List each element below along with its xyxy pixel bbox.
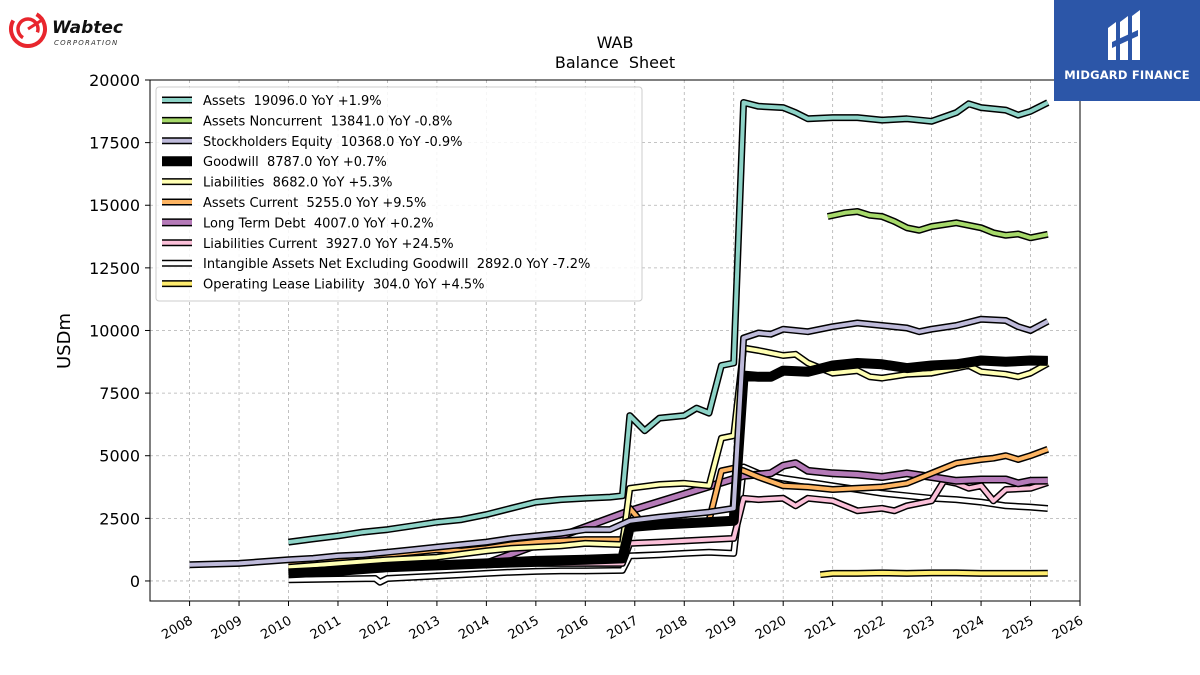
series-line	[288, 463, 1049, 586]
x-tick-label: 2026	[1050, 613, 1086, 643]
series-line-fill	[827, 209, 1049, 240]
series-line-outline	[288, 344, 1050, 571]
x-tick-label: 2020	[753, 613, 789, 643]
legend-label: Operating Lease Liability 304.0 YoY +4.5…	[203, 278, 484, 293]
series-line-fill	[288, 465, 1048, 585]
series-line-fill	[288, 346, 1049, 570]
legend-box	[155, 86, 643, 302]
series-line-fill	[189, 317, 1049, 567]
y-axis-label: USDm	[54, 313, 75, 369]
midgard-name: MIDGARD FINANCE	[1064, 68, 1190, 82]
y-tick-label: 0	[130, 572, 140, 591]
series-line	[819, 569, 1048, 579]
series-line-fill	[288, 100, 1049, 545]
series-line	[288, 99, 1050, 546]
series-line-outline	[288, 446, 1050, 567]
y-tick-label: 12500	[89, 259, 140, 278]
legend-label: Assets Current 5255.0 YoY +9.5%	[203, 196, 426, 211]
plot-area	[189, 99, 1050, 586]
x-tick-label: 2010	[258, 613, 294, 643]
legend-label: Stockholders Equity 10368.0 YoY -0.9%	[203, 135, 463, 150]
y-tick-label: 5000	[99, 447, 140, 466]
wabtec-logo: Wabtec CORPORATION	[8, 8, 143, 52]
series-line	[288, 355, 1048, 579]
legend: Assets 19096.0 YoY +1.9% Assets Noncurren…	[155, 86, 643, 302]
y-tick-label: 7500	[99, 384, 140, 403]
y-tick-label: 10000	[89, 321, 140, 340]
x-tick-label: 2011	[308, 613, 344, 643]
wabtec-sub: CORPORATION	[54, 39, 119, 47]
legend-label: Assets Noncurrent 13841.0 YoY -0.8%	[203, 114, 452, 129]
legend-label: Intangible Assets Net Excluding Goodwill…	[203, 257, 590, 272]
series-line	[288, 446, 1050, 567]
x-tick-label: 2009	[209, 613, 245, 643]
x-tick-label: 2015	[506, 613, 542, 643]
x-tick-label: 2014	[456, 613, 492, 643]
chart-title: WAB	[597, 33, 634, 52]
y-tick-label: 2500	[99, 509, 140, 528]
axes-frame	[149, 79, 1081, 602]
series-line	[826, 208, 1049, 242]
series-line-fill	[820, 570, 1048, 577]
wabtec-mark-icon	[9, 10, 47, 48]
series-line	[189, 315, 1050, 569]
legend-label: Goodwill 8787.0 YoY +0.7%	[203, 155, 387, 170]
legend-label: Assets 19096.0 YoY +1.9%	[203, 94, 382, 109]
y-tick-label: 15000	[89, 196, 140, 215]
x-tick-label: 2012	[357, 613, 393, 643]
x-tick-label: 2013	[407, 613, 443, 643]
midgard-mark-icon	[1108, 10, 1140, 60]
x-tick-label: 2022	[852, 613, 888, 643]
axis-ticks: 2008 2009 2010 2011 2012 2013 2014 2015 2016 2017…	[89, 71, 1086, 643]
x-tick-label: 2025	[1000, 613, 1036, 643]
wabtec-name: Wabtec	[52, 18, 123, 38]
legend-label: Liabilities Current 3927.0 YoY +24.5%	[203, 237, 454, 252]
series-line-fill	[288, 447, 1049, 566]
x-tick-label: 2021	[802, 613, 838, 643]
series-line-fill	[288, 357, 1048, 577]
y-tick-label: 17500	[89, 134, 140, 153]
legend-label: Long Term Debt 4007.0 YoY +0.2%	[203, 216, 434, 231]
x-tick-label: 2017	[605, 613, 641, 643]
x-tick-label: 2018	[654, 613, 690, 643]
series-line	[288, 344, 1050, 571]
x-tick-label: 2023	[901, 613, 937, 643]
legend-label: Liabilities 8682.0 YoY +5.3%	[203, 176, 392, 191]
midgard-logo: MIDGARD FINANCE	[1054, 0, 1200, 101]
x-tick-label: 2008	[159, 613, 195, 643]
x-tick-label: 2024	[951, 613, 987, 643]
x-tick-label: 2016	[555, 613, 591, 643]
x-tick-label: 2019	[704, 613, 740, 643]
y-tick-label: 20000	[89, 71, 140, 90]
chart-subtitle: Balance Sheet	[555, 53, 675, 72]
